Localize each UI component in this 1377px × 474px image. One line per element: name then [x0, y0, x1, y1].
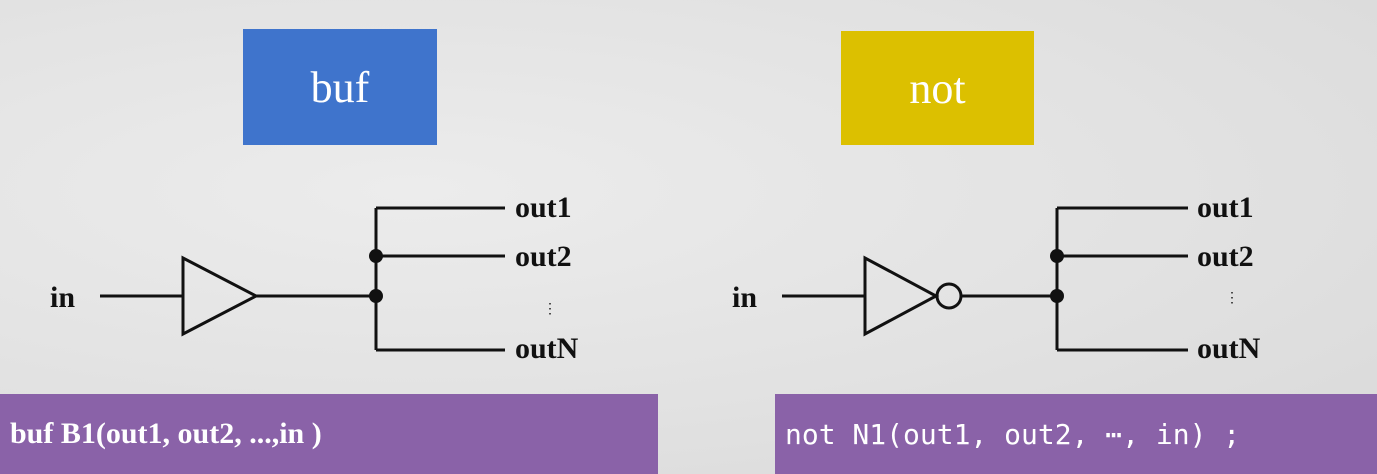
not-junction-dot-2 [1050, 289, 1064, 303]
buf-out2-label: out2 [515, 240, 572, 273]
buf-title-box: buf [243, 29, 437, 145]
not-inversion-bubble [935, 282, 963, 310]
buf-code-text: buf B1(out1, out2, ...,in ) [10, 417, 322, 450]
not-diagram [782, 206, 1188, 352]
buf-title: buf [310, 62, 370, 112]
not-code-box: not N1(out1, out2, ⋯, in) ; [775, 394, 1377, 474]
buf-out1-label: out1 [515, 191, 572, 224]
not-gate-symbol [863, 255, 940, 337]
not-code-text: not N1(out1, out2, ⋯, in) ; [785, 417, 1241, 451]
not-outN-label: outN [1197, 332, 1261, 365]
buf-ellipsis: ⋮ [543, 302, 557, 317]
not-title-box: not [841, 31, 1034, 145]
not-out1-label: out1 [1197, 191, 1254, 224]
buf-code-box: buf B1(out1, out2, ...,in ) [0, 394, 658, 474]
not-junction-dot-1 [1050, 249, 1064, 263]
buf-junction-dot-1 [369, 249, 383, 263]
buf-diagram [100, 206, 505, 352]
buf-junction-dot-2 [369, 289, 383, 303]
not-title: not [909, 63, 966, 113]
buf-input-label: in [50, 281, 75, 314]
not-ellipsis: ⋮ [1225, 291, 1239, 306]
not-out2-label: out2 [1197, 240, 1254, 273]
not-input-label: in [732, 281, 757, 314]
buf-outN-label: outN [515, 332, 579, 365]
buf-gate-symbol [181, 255, 260, 337]
